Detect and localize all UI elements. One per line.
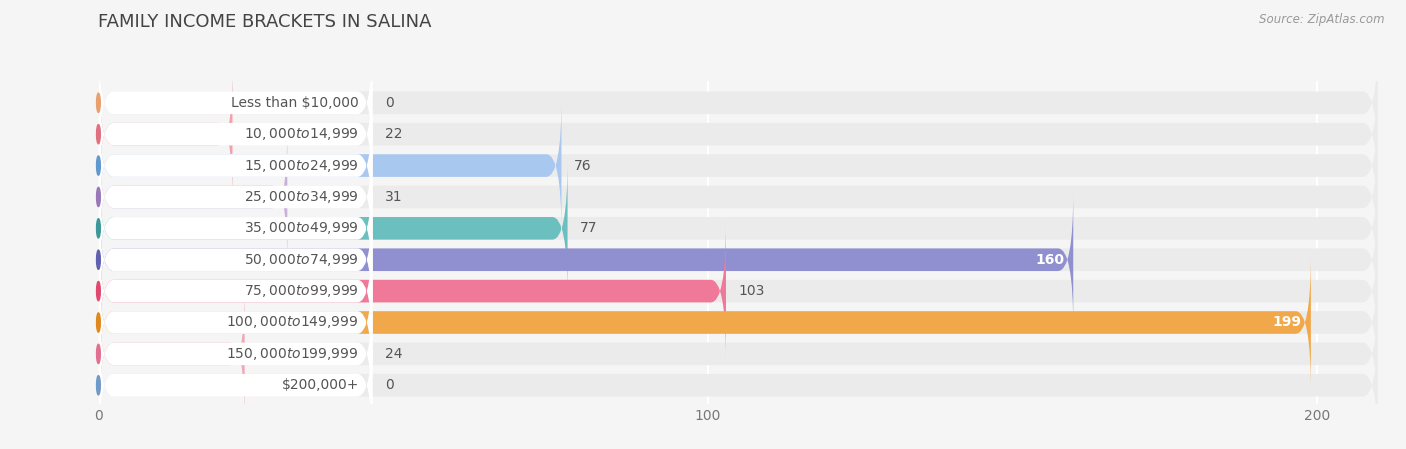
FancyBboxPatch shape <box>98 193 1073 327</box>
FancyBboxPatch shape <box>98 67 373 201</box>
FancyBboxPatch shape <box>98 35 1378 170</box>
FancyBboxPatch shape <box>98 130 1378 264</box>
FancyBboxPatch shape <box>98 224 1378 358</box>
FancyBboxPatch shape <box>98 255 373 390</box>
FancyBboxPatch shape <box>98 287 373 421</box>
FancyBboxPatch shape <box>98 98 561 233</box>
Text: 103: 103 <box>738 284 765 298</box>
Text: Source: ZipAtlas.com: Source: ZipAtlas.com <box>1260 13 1385 26</box>
FancyBboxPatch shape <box>98 161 373 295</box>
Text: 24: 24 <box>385 347 402 361</box>
Text: $75,000 to $99,999: $75,000 to $99,999 <box>245 283 359 299</box>
Text: $100,000 to $149,999: $100,000 to $149,999 <box>226 314 359 330</box>
Circle shape <box>97 219 100 238</box>
FancyBboxPatch shape <box>98 318 373 449</box>
FancyBboxPatch shape <box>98 35 373 170</box>
FancyBboxPatch shape <box>98 193 1378 327</box>
Circle shape <box>97 124 100 144</box>
Circle shape <box>97 187 100 207</box>
Text: Less than $10,000: Less than $10,000 <box>231 96 359 110</box>
Circle shape <box>97 93 100 112</box>
Text: 0: 0 <box>385 378 394 392</box>
Circle shape <box>97 344 100 364</box>
Text: 76: 76 <box>574 158 592 172</box>
FancyBboxPatch shape <box>98 130 287 264</box>
FancyBboxPatch shape <box>98 224 725 358</box>
Text: 77: 77 <box>579 221 598 235</box>
Text: 22: 22 <box>385 127 402 141</box>
FancyBboxPatch shape <box>98 224 373 358</box>
Text: $10,000 to $14,999: $10,000 to $14,999 <box>245 126 359 142</box>
Text: $50,000 to $74,999: $50,000 to $74,999 <box>245 252 359 268</box>
Text: 199: 199 <box>1272 316 1302 330</box>
Text: 0: 0 <box>385 96 394 110</box>
Text: $15,000 to $24,999: $15,000 to $24,999 <box>245 158 359 174</box>
FancyBboxPatch shape <box>98 255 1378 390</box>
FancyBboxPatch shape <box>98 98 1378 233</box>
Text: $25,000 to $34,999: $25,000 to $34,999 <box>245 189 359 205</box>
FancyBboxPatch shape <box>98 98 373 233</box>
FancyBboxPatch shape <box>98 161 568 295</box>
Text: $200,000+: $200,000+ <box>281 378 359 392</box>
Text: $35,000 to $49,999: $35,000 to $49,999 <box>245 220 359 236</box>
Circle shape <box>97 156 100 175</box>
Circle shape <box>97 282 100 301</box>
FancyBboxPatch shape <box>98 255 1310 390</box>
FancyBboxPatch shape <box>98 67 1378 201</box>
Text: 31: 31 <box>385 190 402 204</box>
Circle shape <box>97 376 100 395</box>
Text: 160: 160 <box>1035 253 1064 267</box>
Circle shape <box>97 250 100 269</box>
FancyBboxPatch shape <box>98 161 1378 295</box>
FancyBboxPatch shape <box>98 318 1378 449</box>
FancyBboxPatch shape <box>98 287 1378 421</box>
FancyBboxPatch shape <box>98 130 373 264</box>
FancyBboxPatch shape <box>98 67 232 201</box>
FancyBboxPatch shape <box>98 193 373 327</box>
Text: $150,000 to $199,999: $150,000 to $199,999 <box>226 346 359 362</box>
Text: FAMILY INCOME BRACKETS IN SALINA: FAMILY INCOME BRACKETS IN SALINA <box>98 13 432 31</box>
Circle shape <box>97 313 100 332</box>
FancyBboxPatch shape <box>98 287 245 421</box>
